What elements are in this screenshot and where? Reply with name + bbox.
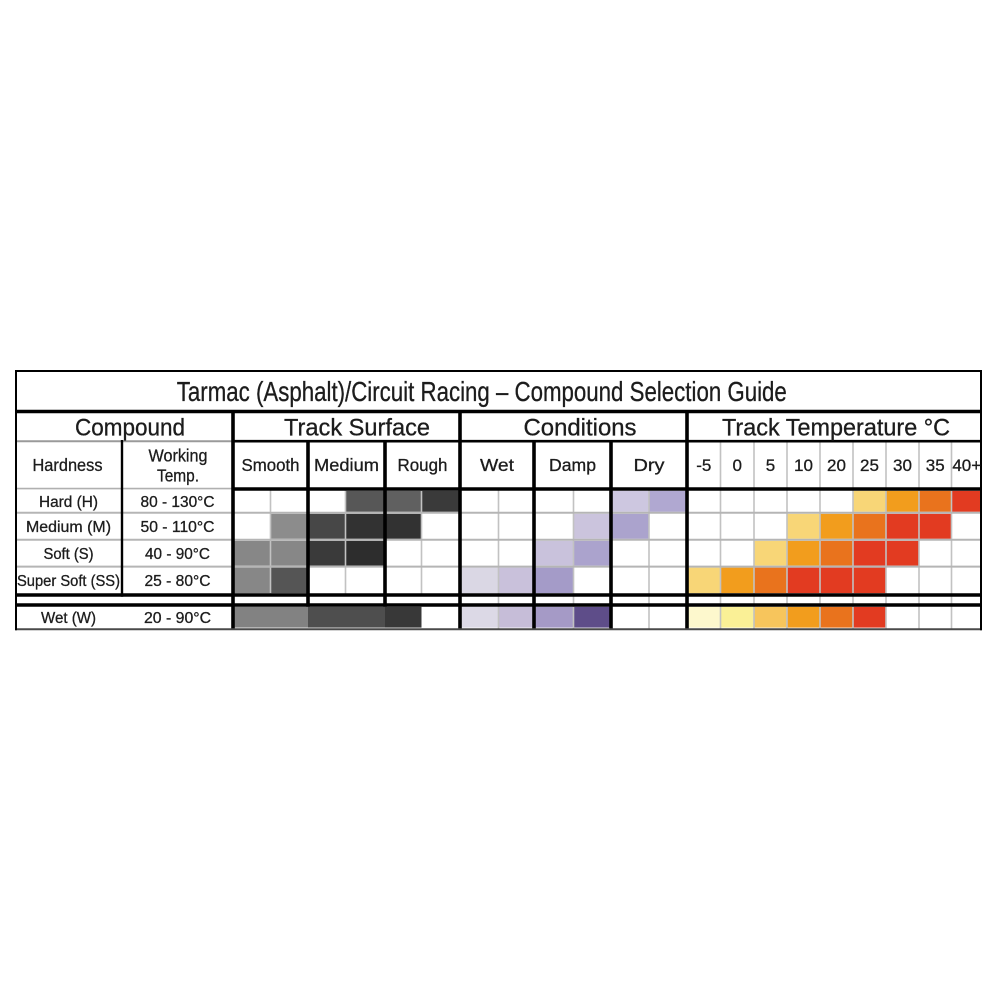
svg-text:Dry: Dry bbox=[634, 455, 665, 475]
svg-text:Hardness: Hardness bbox=[33, 455, 103, 475]
svg-text:Wet: Wet bbox=[480, 455, 514, 475]
svg-text:Wet (W): Wet (W) bbox=[41, 610, 96, 627]
svg-text:25 - 80°C: 25 - 80°C bbox=[145, 573, 211, 590]
svg-text:-5: -5 bbox=[696, 456, 711, 475]
svg-text:Temp.: Temp. bbox=[157, 466, 199, 486]
svg-text:10: 10 bbox=[794, 456, 813, 475]
svg-text:25: 25 bbox=[860, 456, 879, 475]
svg-text:0: 0 bbox=[733, 456, 742, 475]
svg-text:80 - 130°C: 80 - 130°C bbox=[141, 494, 215, 511]
svg-text:Conditions: Conditions bbox=[524, 415, 637, 442]
svg-text:50 - 110°C: 50 - 110°C bbox=[141, 519, 215, 536]
svg-text:Rough: Rough bbox=[398, 455, 448, 475]
svg-text:20 - 90°C: 20 - 90°C bbox=[144, 610, 211, 627]
svg-text:Hard (H): Hard (H) bbox=[39, 494, 98, 511]
svg-text:40 - 90°C: 40 - 90°C bbox=[145, 546, 210, 563]
svg-text:Working: Working bbox=[149, 446, 208, 466]
svg-text:Compound: Compound bbox=[75, 415, 185, 442]
svg-text:Medium: Medium bbox=[314, 455, 379, 475]
svg-text:5: 5 bbox=[766, 456, 775, 475]
svg-text:Super Soft (SS): Super Soft (SS) bbox=[17, 573, 120, 590]
svg-text:35: 35 bbox=[926, 456, 945, 475]
svg-text:40+: 40+ bbox=[952, 456, 981, 475]
svg-text:Track Temperature °C: Track Temperature °C bbox=[722, 415, 950, 442]
svg-text:Soft (S): Soft (S) bbox=[44, 546, 94, 563]
svg-text:Tarmac (Asphalt)/Circuit Racin: Tarmac (Asphalt)/Circuit Racing – Compou… bbox=[177, 376, 787, 407]
svg-text:Medium (M): Medium (M) bbox=[26, 519, 111, 536]
svg-text:Smooth: Smooth bbox=[242, 455, 300, 475]
svg-text:Track Surface: Track Surface bbox=[284, 415, 430, 442]
svg-text:20: 20 bbox=[827, 456, 846, 475]
svg-text:Damp: Damp bbox=[549, 455, 596, 475]
svg-text:30: 30 bbox=[893, 456, 912, 475]
